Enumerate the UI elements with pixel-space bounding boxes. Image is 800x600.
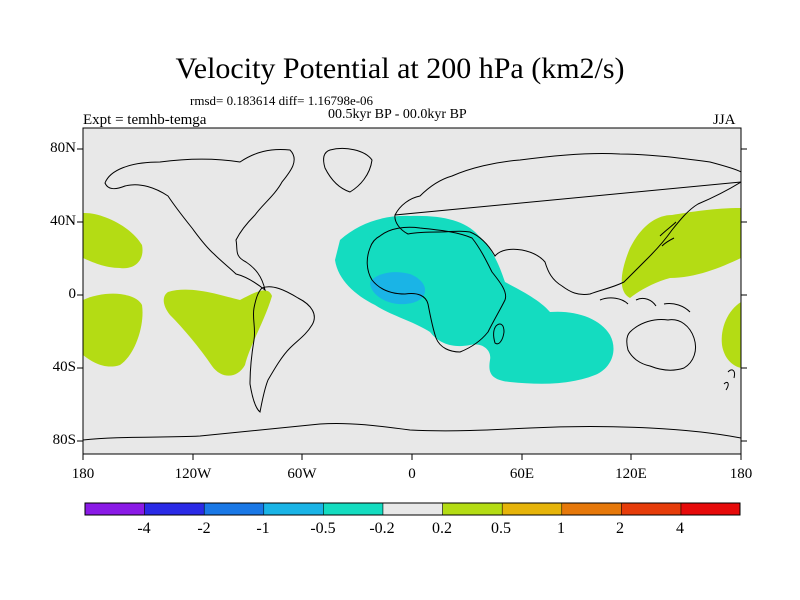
coastlines (83, 147, 741, 441)
lat-tick-label: 0 (68, 286, 77, 302)
colorbar-swatch (263, 502, 324, 516)
colorbar-label: -2 (197, 520, 211, 537)
stats-label: rmsd= 0.183614 diff= 1.16798e-06 (190, 93, 374, 108)
colorbar-swatch (84, 502, 145, 516)
coastline-japan (659, 221, 677, 247)
lon-tick-label: 180 (71, 466, 95, 482)
period-label: 00.5kyr BP - 00.0kyr BP (328, 107, 467, 122)
coastline-madagascar (493, 323, 505, 345)
lat-tick-label: 80N (50, 140, 76, 156)
colorbar-label: 1 (557, 520, 565, 537)
colorbar-swatch (680, 502, 741, 516)
coastline-north-america (104, 149, 295, 292)
negative-anomaly-region (335, 215, 614, 384)
colorbar-label: -1 (256, 520, 270, 537)
lon-tick-label: 0 (408, 466, 416, 482)
positive-anomaly-region (83, 212, 143, 269)
map-title: Velocity Potential at 200 hPa (km2/s) (175, 52, 625, 85)
colorbar-swatch (144, 502, 205, 516)
lon-tick-label: 60W (287, 466, 317, 482)
colorbar-swatch (501, 502, 563, 516)
positive-anomaly-region (163, 289, 272, 376)
experiment-label: Expt = temhb-temga (83, 112, 207, 128)
colorbar-frame (84, 502, 741, 516)
coastline-antarctica (83, 422, 741, 441)
coastline-greenland (323, 147, 373, 193)
colorbar-swatch (561, 502, 622, 516)
colorbar-label: -0.5 (310, 520, 336, 537)
coastline-south-america (249, 286, 315, 413)
positive-anomaly-region (621, 208, 741, 298)
lon-tick-label: 120E (615, 466, 647, 482)
strong-negative-anomaly-region (370, 272, 426, 305)
colorbar-label: -0.2 (369, 520, 395, 537)
colorbar-label: 4 (676, 520, 684, 537)
lat-tick-label: 40N (50, 213, 76, 229)
coastline-africa (366, 226, 507, 353)
colorbar-label: 0.2 (432, 520, 452, 537)
lon-tick-label: 120W (174, 466, 212, 482)
colorbar-swatch (203, 502, 265, 516)
lon-tick-label: 60E (509, 466, 535, 482)
positive-anomaly-region (83, 293, 143, 367)
coastline-new-zealand (723, 369, 735, 391)
lat-tick-label: 40S (52, 359, 76, 375)
positive-anomaly-region (721, 302, 741, 368)
colorbar-label: 0.5 (491, 520, 511, 537)
colorbar-label: 2 (616, 520, 624, 537)
lat-tick-label: 80S (52, 432, 76, 448)
coastline-maritime-continent (599, 297, 691, 313)
colorbar-swatch (323, 502, 384, 516)
lon-ticks (82, 454, 742, 460)
colorbar-label: -4 (137, 520, 151, 537)
colorbar-swatch (621, 502, 682, 516)
colorbar (84, 502, 741, 516)
lat-ticks (77, 148, 747, 442)
coastline-australia (626, 319, 697, 371)
coastline-eurasia (394, 152, 741, 295)
season-label: JJA (713, 112, 736, 128)
colorbar-swatch (442, 502, 503, 516)
colorbar-swatch (382, 502, 443, 516)
lon-tick-label: 180 (729, 466, 753, 482)
